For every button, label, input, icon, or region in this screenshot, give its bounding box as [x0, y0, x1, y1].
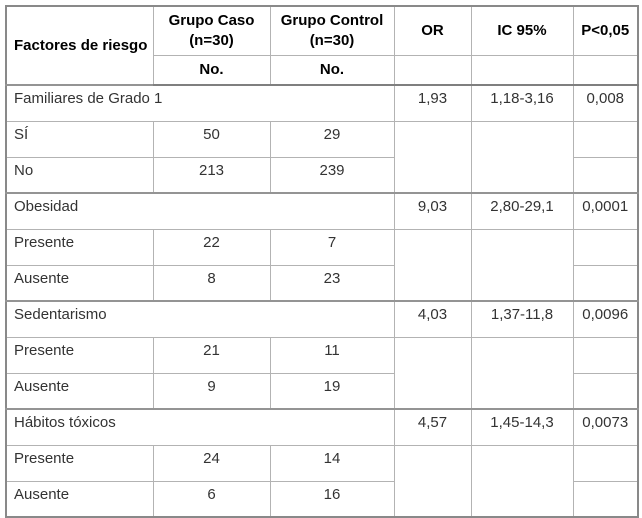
caso-count: 21 [152, 336, 271, 374]
header-grupo-caso: Grupo Caso (n=30) [152, 5, 271, 56]
or-value: 9,03 [393, 192, 472, 230]
header-grupo-caso-line1: Grupo Caso [168, 12, 255, 29]
header-or: OR [393, 5, 472, 56]
control-count: 16 [269, 480, 395, 518]
caso-count: 22 [152, 228, 271, 266]
header-no-control: No. [269, 55, 395, 86]
factor-name: Familiares de Grado 1 [5, 84, 395, 122]
header-grupo-control-line1: Grupo Control [280, 12, 384, 29]
table-body: Familiares de Grado 1 1,93 1,18-3,16 0,0… [5, 84, 639, 518]
or-empty-cell [393, 120, 472, 194]
or-value: 4,03 [393, 300, 472, 338]
p-value: 0,0096 [572, 300, 639, 338]
ic-empty-cell [470, 120, 574, 194]
row-label: Presente [5, 444, 154, 482]
row-label: Ausente [5, 480, 154, 518]
or-value: 4,57 [393, 408, 472, 446]
header-factores: Factores de riesgo [5, 5, 154, 86]
detail-row: Ausente 9 19 [5, 372, 639, 410]
or-empty-cell [393, 336, 472, 410]
p-empty-cell [572, 120, 639, 158]
caso-count: 8 [152, 264, 271, 302]
header-grupo-caso-line2: (n=30) [189, 32, 234, 49]
header-ic95: IC 95% [470, 5, 574, 56]
row-label: Ausente [5, 372, 154, 410]
table-header: Factores de riesgo Grupo Caso (n=30) Gru… [5, 5, 639, 86]
control-count: 7 [269, 228, 395, 266]
header-empty-or-cell [393, 55, 472, 86]
ic-value: 1,18-3,16 [470, 84, 574, 122]
header-row-sub: No. No. [6, 55, 639, 86]
factor-name: Obesidad [5, 192, 395, 230]
header-grupo-control: Grupo Control (n=30) [269, 5, 395, 56]
control-count: 29 [269, 120, 395, 158]
detail-row: Presente 22 7 [5, 228, 639, 302]
p-value: 0,0073 [572, 408, 639, 446]
header-empty-p-cell [572, 55, 639, 86]
factor-row-sedentarismo: Sedentarismo 4,03 1,37-11,8 0,0096 [5, 300, 639, 338]
ic-empty-cell [470, 336, 574, 410]
or-empty-cell [393, 228, 472, 302]
caso-count: 24 [152, 444, 271, 482]
row-label: Presente [5, 228, 154, 266]
p-empty-cell [572, 372, 639, 410]
p-empty-cell [572, 444, 639, 482]
header-row-main: Factores de riesgo Grupo Caso (n=30) Gru… [5, 5, 639, 86]
ic-value: 2,80-29,1 [470, 192, 574, 230]
header-p: P<0,05 [572, 5, 639, 56]
ic-value: 1,45-14,3 [470, 408, 574, 446]
p-value: 0,0001 [572, 192, 639, 230]
header-no-caso: No. [152, 55, 271, 86]
header-empty-ic-cell [470, 55, 574, 86]
ic-value: 1,37-11,8 [470, 300, 574, 338]
control-count: 23 [269, 264, 395, 302]
detail-row: Presente 21 11 [5, 336, 639, 410]
factor-name: Sedentarismo [5, 300, 395, 338]
control-count: 19 [269, 372, 395, 410]
ic-empty-cell [470, 444, 574, 518]
row-label: Ausente [5, 264, 154, 302]
row-label: SÍ [5, 120, 154, 158]
control-count: 11 [269, 336, 395, 374]
or-empty-cell [393, 444, 472, 518]
control-count: 239 [269, 156, 395, 194]
caso-count: 50 [152, 120, 271, 158]
p-empty-cell [572, 228, 639, 266]
p-empty-cell [572, 264, 639, 302]
p-empty-cell [572, 156, 639, 194]
p-empty-cell [572, 480, 639, 518]
caso-count: 6 [152, 480, 271, 518]
detail-row: Presente 24 14 [5, 444, 639, 518]
risk-factors-table: Factores de riesgo Grupo Caso (n=30) Gru… [5, 5, 639, 518]
detail-row: Ausente 6 16 [5, 480, 639, 518]
row-label: Presente [5, 336, 154, 374]
factor-row-habitos-toxicos: Hábitos tóxicos 4,57 1,45-14,3 0,0073 [5, 408, 639, 446]
row-label: No [5, 156, 154, 194]
p-empty-cell [572, 336, 639, 374]
factor-name: Hábitos tóxicos [5, 408, 395, 446]
factor-row-familiares: Familiares de Grado 1 1,93 1,18-3,16 0,0… [5, 84, 639, 122]
ic-empty-cell [470, 228, 574, 302]
caso-count: 9 [152, 372, 271, 410]
detail-row: SÍ 50 29 [5, 120, 639, 194]
factor-row-obesidad: Obesidad 9,03 2,80-29,1 0,0001 [5, 192, 639, 230]
caso-count: 213 [152, 156, 271, 194]
detail-row: Ausente 8 23 [5, 264, 639, 302]
header-grupo-control-line2: (n=30) [309, 32, 355, 49]
p-value: 0,008 [572, 84, 639, 122]
control-count: 14 [269, 444, 395, 482]
or-value: 1,93 [393, 84, 472, 122]
